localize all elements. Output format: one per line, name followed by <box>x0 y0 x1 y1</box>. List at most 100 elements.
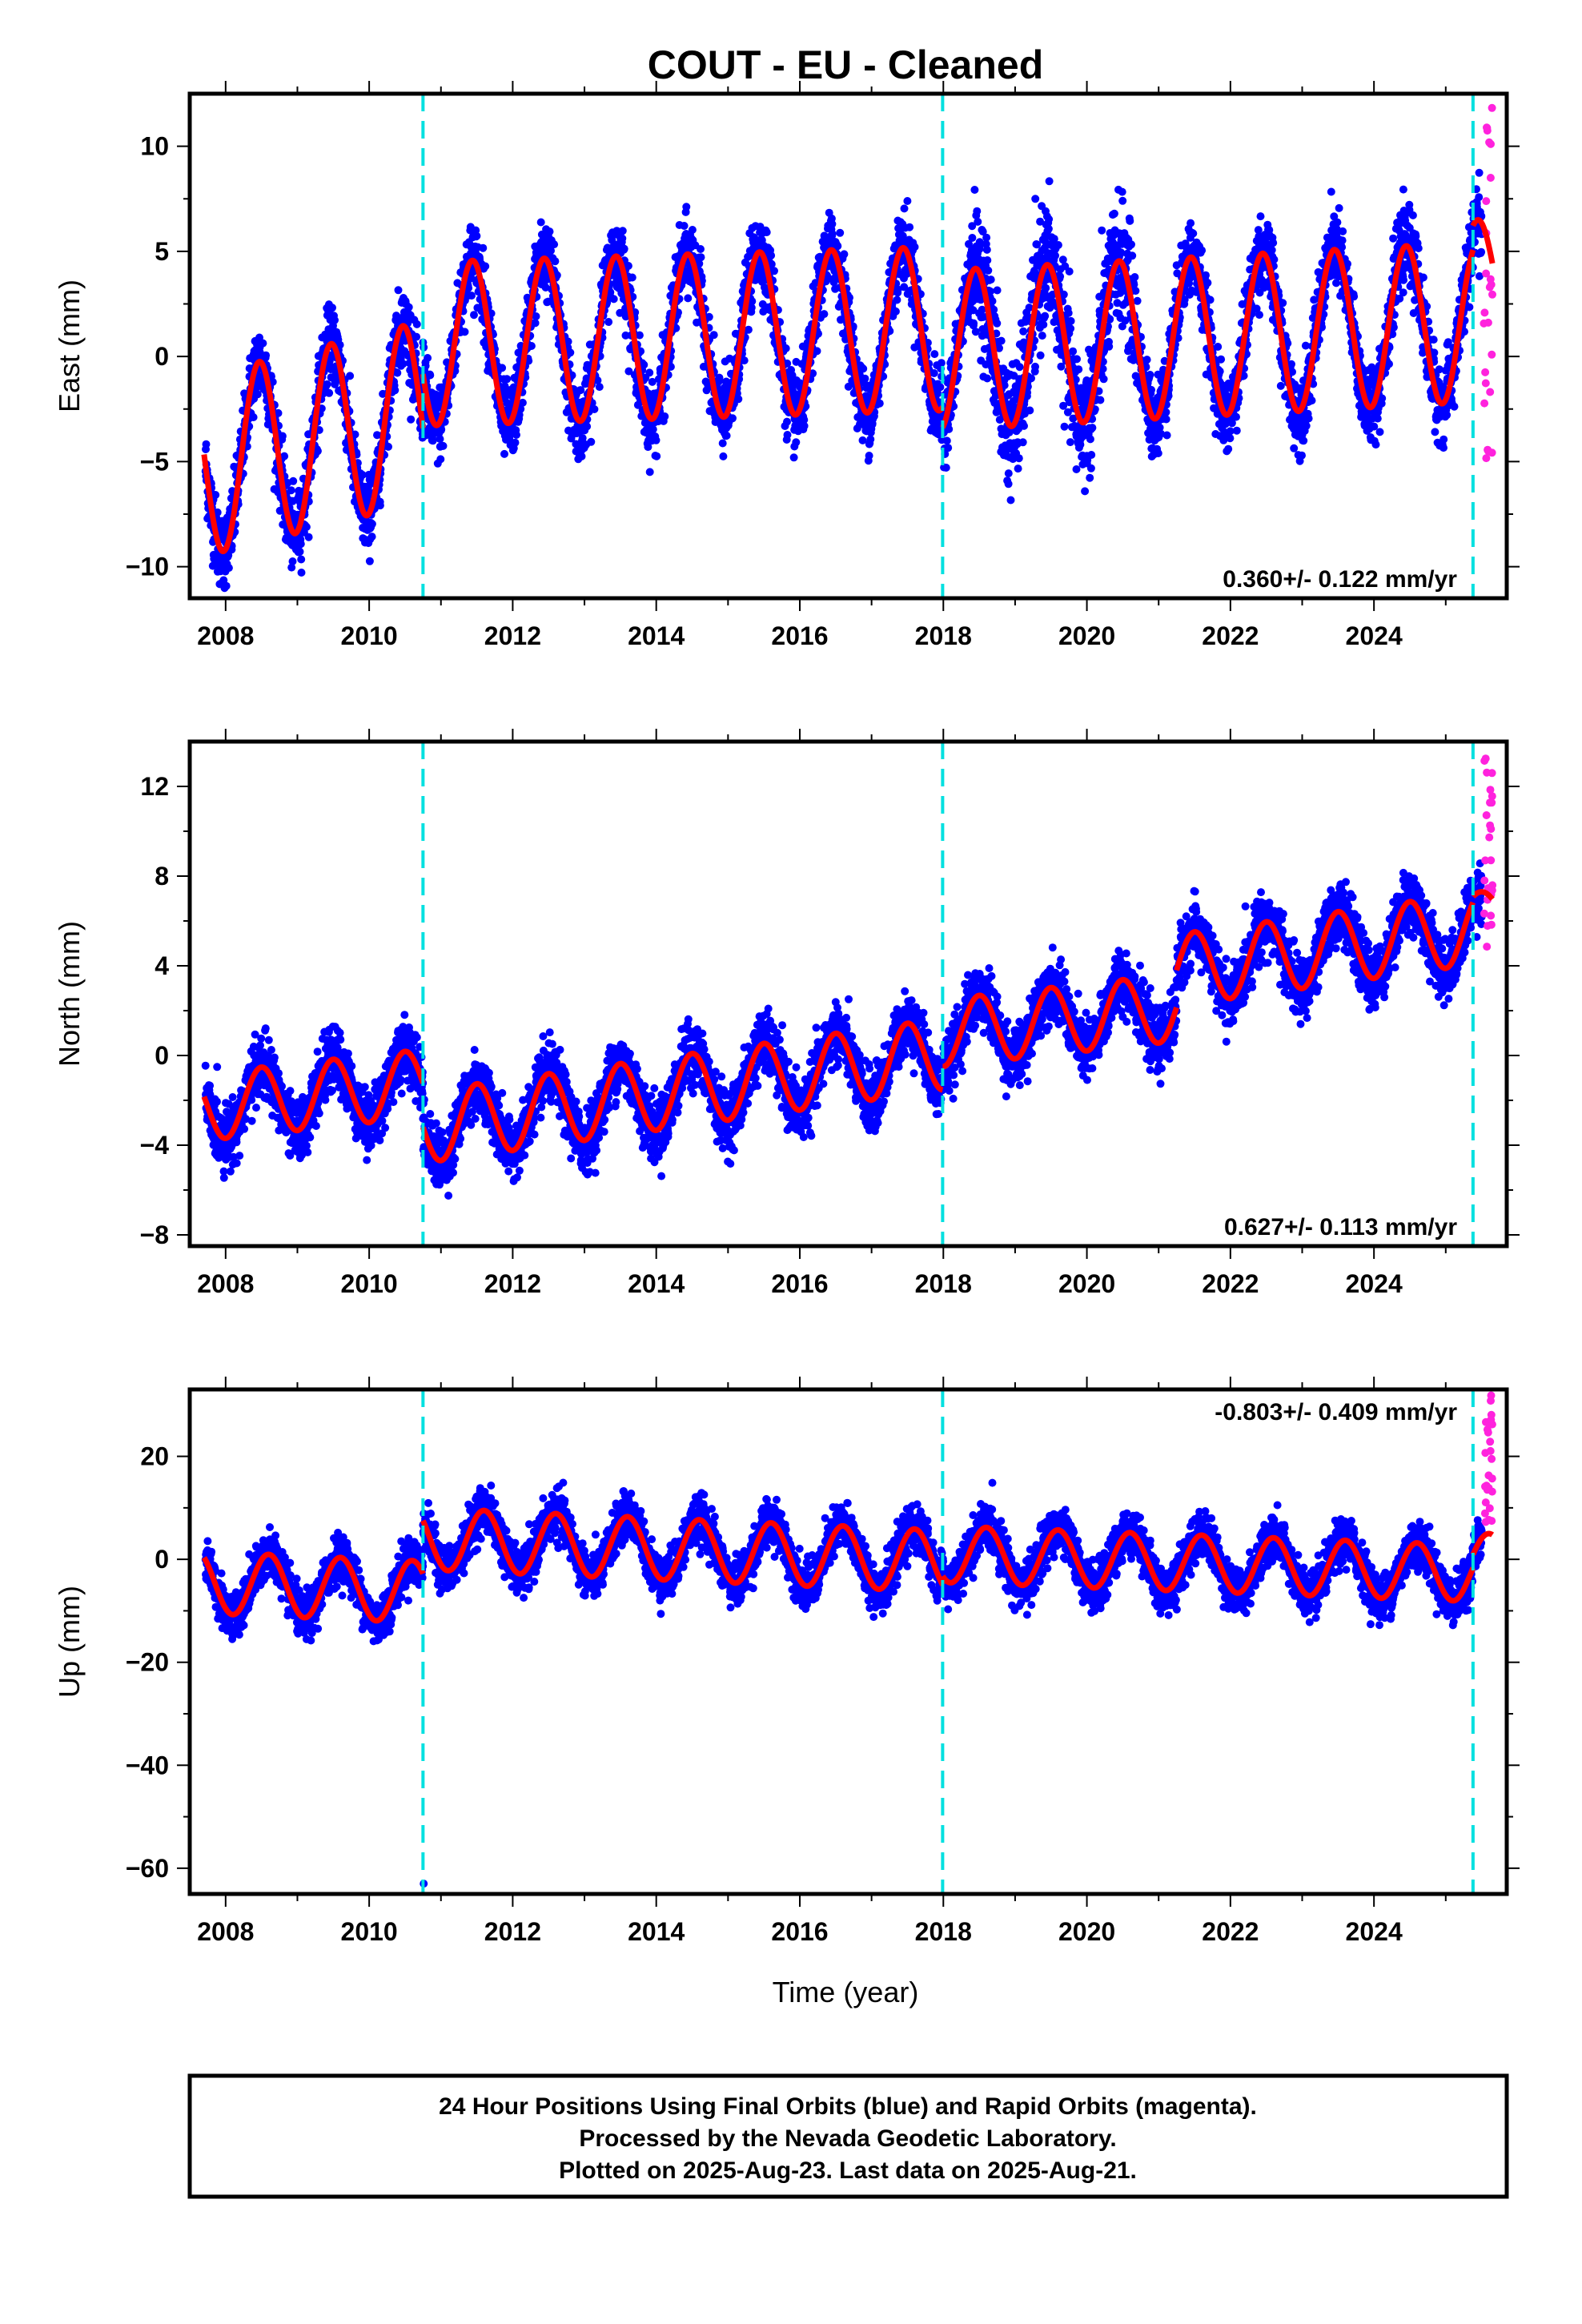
final-orbit-point <box>1066 324 1075 333</box>
final-orbit-point <box>910 243 919 251</box>
final-orbit-point <box>297 555 306 564</box>
final-orbit-point <box>213 508 222 517</box>
final-orbit-point <box>865 452 873 460</box>
final-orbit-point <box>595 383 604 392</box>
final-orbit-point <box>1127 240 1135 249</box>
final-orbit-point <box>767 251 776 259</box>
final-orbit-point <box>828 219 837 228</box>
final-orbit-point <box>684 294 693 303</box>
final-orbit-point <box>1065 267 1074 275</box>
final-orbit-point <box>304 533 313 541</box>
final-orbit-point <box>624 367 633 376</box>
final-orbit-point <box>384 442 392 451</box>
final-orbit-point <box>500 449 508 458</box>
final-orbit-point <box>407 415 416 424</box>
final-orbit-point <box>609 295 618 304</box>
final-orbit-point <box>468 292 476 300</box>
final-orbit-point <box>516 404 525 413</box>
final-orbit-point <box>1044 224 1053 233</box>
final-orbit-point <box>1081 487 1090 496</box>
east-panel: 2008 2010 2012 2014 2016 2018 2020 2022 2024−10−… <box>53 81 1520 650</box>
final-orbit-point <box>1038 332 1046 340</box>
final-orbit-point <box>859 364 868 373</box>
final-orbit-point <box>970 186 979 194</box>
final-orbit-point <box>1162 431 1171 440</box>
final-orbit-point <box>1019 327 1028 336</box>
final-orbit-point <box>404 303 413 312</box>
final-orbit-point <box>439 441 448 450</box>
final-orbit-point <box>1118 187 1126 196</box>
final-orbit-point <box>287 486 295 495</box>
final-orbit-point <box>297 569 306 577</box>
final-orbit-point <box>905 223 914 231</box>
final-orbit-point <box>944 444 953 452</box>
final-orbit-point <box>982 245 991 254</box>
final-orbit-point <box>302 523 311 531</box>
final-orbit-point <box>367 533 376 541</box>
final-orbit-point <box>1073 355 1081 364</box>
final-orbit-point <box>503 375 512 384</box>
final-orbit-point <box>587 437 596 446</box>
final-orbit-point <box>875 399 884 408</box>
final-orbit-point <box>682 203 691 211</box>
final-orbit-point <box>1054 241 1062 249</box>
final-orbit-point <box>968 234 977 242</box>
final-orbit-point <box>1086 464 1095 472</box>
final-orbit-point <box>1118 196 1127 205</box>
final-orbit-point <box>365 557 374 565</box>
final-orbit-point <box>583 422 592 431</box>
final-orbit-point <box>1004 480 1013 489</box>
final-orbit-point <box>391 386 400 395</box>
final-orbit-point <box>211 491 220 499</box>
final-orbit-point <box>1098 226 1106 235</box>
final-orbit-point <box>836 228 845 237</box>
final-orbit-point <box>1162 415 1170 424</box>
final-orbit-point <box>1088 424 1097 432</box>
final-orbit-point <box>367 520 376 529</box>
final-orbit-point <box>358 471 367 479</box>
final-orbit-point <box>983 256 992 264</box>
final-orbit-point <box>652 452 661 460</box>
final-orbit-point <box>1041 312 1050 320</box>
final-orbit-point <box>1066 316 1075 325</box>
final-orbit-point <box>652 436 661 444</box>
final-orbit-point <box>645 468 654 476</box>
final-orbit-point <box>412 332 421 341</box>
final-orbit-point <box>1042 283 1050 292</box>
final-orbit-point <box>518 398 527 407</box>
final-orbit-point <box>593 376 602 384</box>
final-orbit-point <box>472 231 481 240</box>
final-orbit-point <box>1027 374 1035 383</box>
final-orbit-point <box>1004 469 1013 478</box>
final-orbit-point <box>1015 363 1024 372</box>
final-orbit-point <box>734 395 743 404</box>
final-orbit-point <box>680 222 689 230</box>
final-orbit-point <box>936 383 945 392</box>
final-orbit-point <box>792 438 801 447</box>
final-orbit-point <box>740 356 749 365</box>
final-orbit-point <box>202 440 211 448</box>
final-orbit-point <box>1142 356 1151 364</box>
final-orbit-point <box>481 262 490 271</box>
final-orbit-point <box>1031 195 1040 203</box>
final-orbit-point <box>578 434 587 442</box>
final-orbit-point <box>1110 209 1118 218</box>
final-orbit-point <box>1069 347 1078 356</box>
final-orbit-point <box>903 197 912 205</box>
final-orbit-point <box>1064 308 1073 317</box>
final-orbit-point <box>1072 465 1081 473</box>
final-orbit-point <box>648 425 657 434</box>
final-orbit-point <box>249 413 258 421</box>
final-orbit-point <box>280 452 289 460</box>
final-orbit-point <box>394 286 403 295</box>
final-orbit-point <box>1086 435 1094 444</box>
final-orbit-point <box>618 227 627 235</box>
final-orbit-point <box>937 359 946 368</box>
final-orbit-point <box>722 432 731 440</box>
final-orbit-point <box>576 386 585 395</box>
final-orbit-point <box>1087 451 1096 459</box>
final-orbit-point <box>984 266 993 275</box>
final-orbit-point <box>930 350 939 359</box>
final-orbit-point <box>1154 449 1162 457</box>
final-orbit-point <box>1018 438 1027 447</box>
